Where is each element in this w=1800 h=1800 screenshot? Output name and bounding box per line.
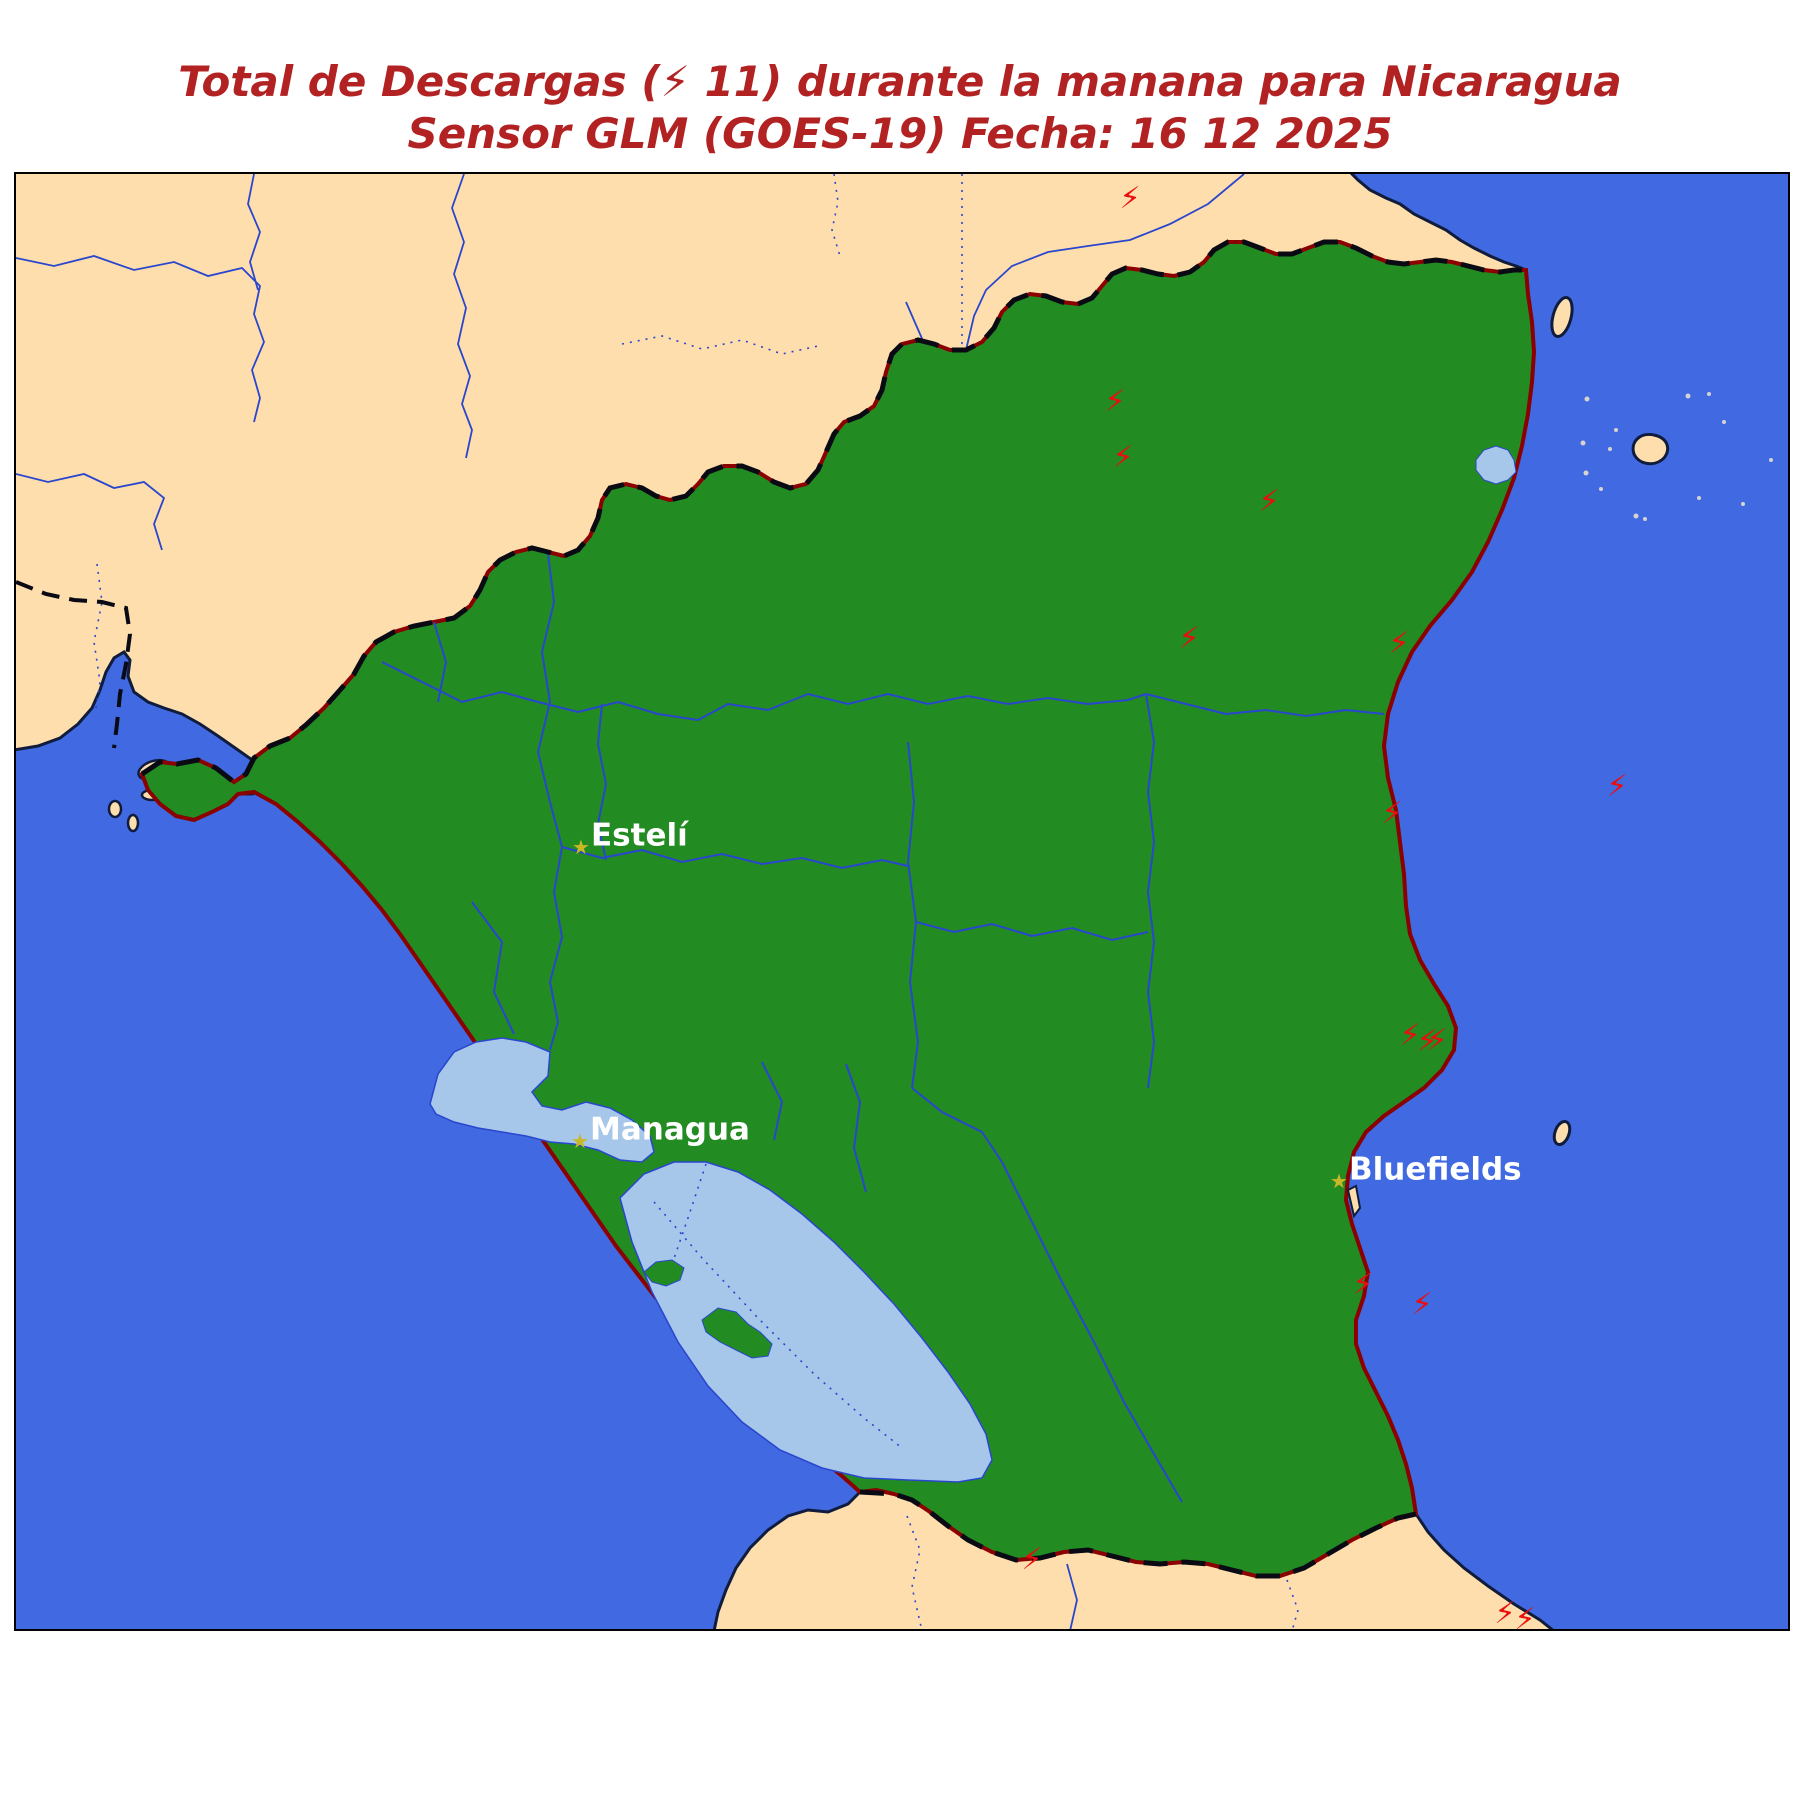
nicaragua-department-lines bbox=[381, 553, 1385, 1503]
title-line-1: Total de Descargas (⚡ 11) durante la man… bbox=[178, 57, 1622, 106]
ometepe-island bbox=[701, 1307, 773, 1359]
map-svg bbox=[16, 174, 1788, 1629]
zapatera-island bbox=[643, 1259, 685, 1287]
lake-boundary-lines-dotted bbox=[653, 1163, 903, 1449]
elsalvador-honduras-border bbox=[16, 580, 133, 749]
northeast-lagoon bbox=[1475, 445, 1517, 485]
caribbean-islands bbox=[1346, 296, 1670, 1219]
lake-nicaragua bbox=[619, 1161, 993, 1483]
map-title: Total de Descargas (⚡ 11) durante la man… bbox=[0, 56, 1800, 160]
costarica-nicaragua-border bbox=[859, 1489, 1417, 1579]
lake-managua bbox=[429, 1037, 655, 1163]
title-line-2: Sensor GLM (GOES-19) Fecha: 16 12 2025 bbox=[407, 109, 1393, 158]
map-canvas[interactable]: ⚡ ⚡ ⚡ ⚡ ⚡ ⚡ ⚡ ⚡ ⚡ ⚡ ⚡ ⚡ ⚡ ⚡ ⚡ ⚡ ★ Estelí ★ Managua ★ Bluefiel… bbox=[14, 172, 1790, 1631]
cay-specks bbox=[1580, 392, 1773, 521]
